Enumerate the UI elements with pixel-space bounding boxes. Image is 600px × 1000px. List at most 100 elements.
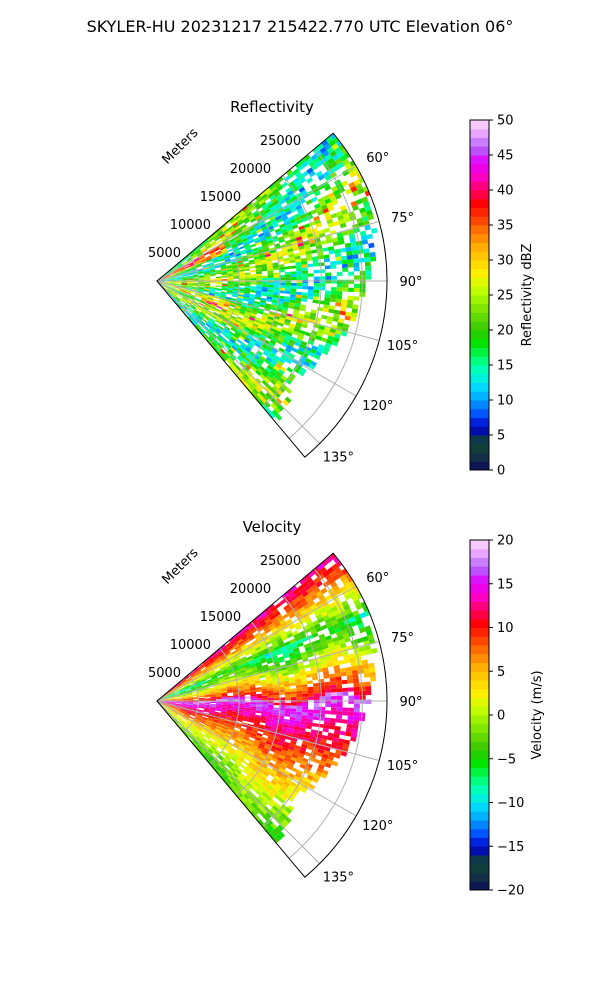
range-gate (237, 664, 244, 669)
range-gate (214, 265, 221, 269)
range-gate (203, 710, 210, 713)
range-gate (216, 279, 222, 281)
range-gate (253, 224, 260, 229)
range-gate (173, 719, 178, 724)
colorbar-swatch (470, 881, 489, 891)
range-gate (163, 275, 170, 279)
range-gate (251, 667, 258, 672)
range-gate (268, 733, 275, 738)
range-gate (221, 656, 227, 661)
range-gate (267, 354, 274, 360)
range-gate (280, 226, 287, 231)
range-gate (296, 708, 303, 713)
range-gate (352, 258, 360, 264)
range-gate (272, 297, 279, 301)
range-gate (268, 313, 275, 318)
range-gate (298, 245, 305, 250)
range-gate (229, 749, 236, 754)
range-gate (214, 657, 221, 662)
range-gate (334, 193, 342, 200)
range-gate (348, 616, 356, 623)
range-gate (348, 707, 354, 712)
range-gate (246, 211, 253, 218)
range-gate (276, 638, 283, 644)
range-gate (218, 720, 225, 724)
range-gate (333, 609, 340, 616)
range-gate (169, 705, 175, 708)
range-gate (287, 795, 294, 802)
range-gate (285, 607, 292, 614)
range-gate (284, 659, 292, 665)
range-gate (232, 291, 239, 295)
range-gate (162, 285, 167, 290)
range-gate (260, 239, 267, 244)
range-gate (308, 336, 316, 342)
azimuth-tick-label: 120° (362, 399, 393, 414)
range-gate (180, 299, 186, 304)
range-gate (239, 323, 246, 329)
range-gate (221, 287, 228, 290)
range-gate (312, 296, 319, 301)
range-gate (243, 264, 250, 268)
range-gate (216, 703, 222, 705)
range-gate (285, 598, 293, 605)
range-gate (237, 242, 244, 247)
range-gate (327, 577, 335, 585)
range-gate (170, 701, 176, 703)
range-gate (200, 311, 206, 316)
range-gate (302, 690, 308, 694)
range-gate (243, 682, 250, 686)
range-gate (204, 273, 211, 276)
range-gate (222, 726, 229, 731)
range-gate (168, 692, 174, 696)
range-gate (290, 697, 297, 701)
azimuth-tick-label: 75° (391, 211, 414, 226)
range-gate (300, 760, 308, 767)
range-gate (267, 704, 274, 708)
range-gate (207, 757, 213, 763)
range-gate (253, 721, 260, 725)
range-gate (302, 696, 309, 700)
range-gate (368, 242, 375, 249)
range-gate (304, 226, 312, 232)
colorbar-swatch (470, 697, 489, 707)
range-gate (230, 327, 237, 333)
range-gate (324, 293, 331, 298)
range-gate (301, 292, 308, 296)
range-gate (301, 323, 308, 329)
range-gate (187, 282, 194, 283)
range-gate (359, 207, 366, 214)
range-gate (350, 661, 357, 667)
range-gate (353, 707, 360, 713)
range-gate (235, 769, 242, 775)
range-gate (198, 276, 205, 279)
range-gate (313, 283, 320, 287)
range-gate (211, 651, 217, 657)
range-gate (248, 761, 255, 767)
range-gate (217, 763, 223, 769)
range-gate (193, 698, 199, 700)
range-gate (257, 248, 264, 252)
range-gate (323, 227, 330, 233)
range-gate (274, 648, 282, 653)
range-gate (172, 711, 178, 715)
range-gate (249, 663, 257, 668)
range-gate (224, 242, 231, 247)
range-gate (209, 290, 216, 293)
range-gate (345, 246, 352, 252)
range-gate (175, 279, 182, 281)
range-gate (230, 337, 237, 343)
range-gate (316, 646, 324, 652)
range-gate (220, 714, 227, 717)
range-gate (198, 701, 205, 703)
range-gate (284, 220, 291, 226)
range-gate (199, 328, 205, 335)
figure-suptitle: SKYLER-HU 20231217 215422.770 UTC Elevat… (87, 17, 514, 36)
range-gate (229, 239, 236, 244)
range-gate (228, 251, 235, 256)
range-gate (174, 708, 180, 712)
range-gate (290, 702, 297, 706)
range-gate (175, 696, 182, 698)
range-gate (182, 680, 188, 685)
range-gate (197, 270, 204, 273)
